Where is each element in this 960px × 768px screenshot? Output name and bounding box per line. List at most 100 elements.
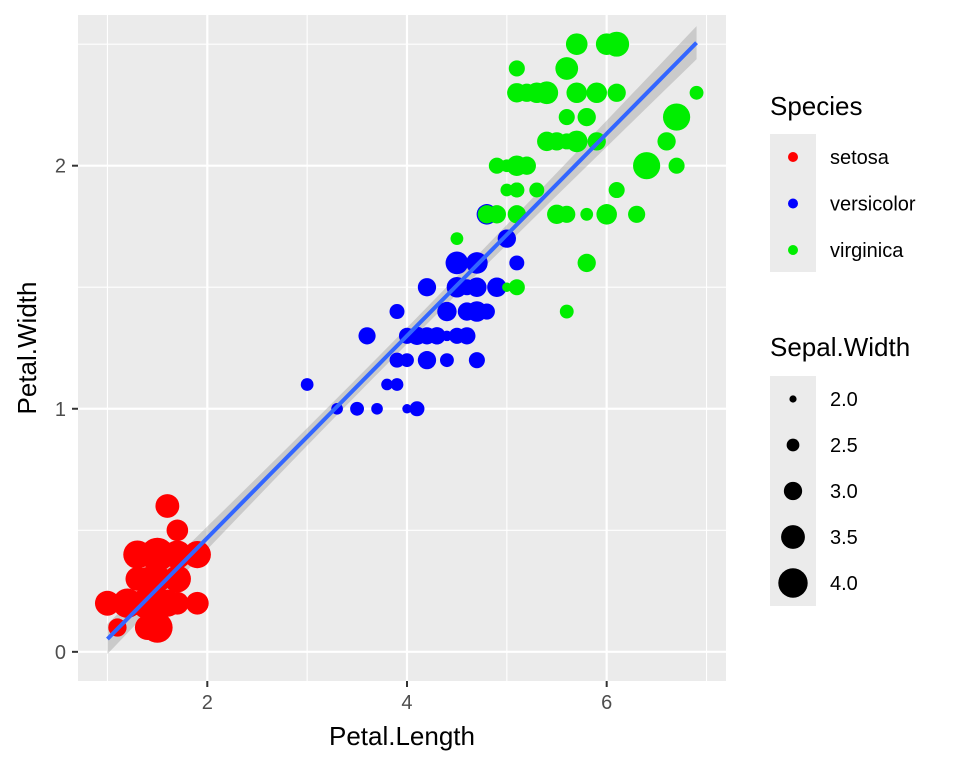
regression-line-layer xyxy=(106,41,698,641)
legend-size-label: 3.5 xyxy=(830,527,858,549)
y-tick-label: 2 xyxy=(55,156,66,178)
data-point-setosa xyxy=(123,540,152,569)
data-point-versicolor xyxy=(390,378,404,391)
legend-size: 2.0 2.5 3.0 3.5 4.0 xyxy=(770,376,858,606)
data-point-versicolor xyxy=(497,229,516,248)
data-point-setosa xyxy=(166,519,189,542)
x-tick-label: 6 xyxy=(601,692,612,714)
data-point-virginica xyxy=(657,132,676,151)
data-point-virginica xyxy=(577,107,596,127)
x-tick-label: 2 xyxy=(202,692,213,714)
data-point-setosa xyxy=(138,569,157,589)
data-point-virginica xyxy=(558,109,575,126)
data-point-virginica xyxy=(633,152,661,180)
data-point-versicolor xyxy=(417,351,437,370)
data-point-setosa xyxy=(185,591,209,615)
data-point-versicolor xyxy=(490,280,504,294)
legend-species-swatch-versicolor xyxy=(788,198,798,209)
data-point-versicolor xyxy=(445,251,469,275)
data-point-virginica xyxy=(477,205,497,224)
y-tick-label: 1 xyxy=(55,399,66,421)
data-point-versicolor xyxy=(440,353,454,368)
x-tick-label: 4 xyxy=(401,692,412,714)
y-axis-title: Petal.Width xyxy=(12,282,42,415)
x-axis-ticks: 2 4 6 xyxy=(202,681,612,714)
data-point-versicolor xyxy=(381,378,393,391)
data-point-setosa xyxy=(136,592,159,615)
legend-species: setosa versicolor virginica xyxy=(770,134,916,272)
data-point-virginica xyxy=(509,182,525,198)
data-point-versicolor xyxy=(468,352,485,369)
data-point-virginica xyxy=(559,304,574,319)
data-point-virginica xyxy=(500,183,514,197)
data-point-versicolor xyxy=(350,401,364,416)
data-point-setosa xyxy=(163,565,191,593)
data-point-virginica xyxy=(596,204,617,225)
regression-line xyxy=(106,41,698,641)
data-point-virginica xyxy=(508,60,525,77)
data-point-virginica xyxy=(547,204,567,225)
y-tick-label: 0 xyxy=(55,642,66,664)
data-point-versicolor xyxy=(428,327,446,345)
legend-size-label: 2.5 xyxy=(830,435,858,457)
data-point-virginica xyxy=(566,82,587,104)
legend-species-label-setosa: setosa xyxy=(830,147,890,169)
legend-size-swatch xyxy=(778,568,808,598)
data-point-versicolor xyxy=(458,327,476,345)
grid-major xyxy=(78,15,726,681)
data-point-setosa xyxy=(134,615,160,641)
data-point-setosa xyxy=(146,543,169,566)
data-point-virginica xyxy=(662,103,691,131)
data-point-setosa xyxy=(183,541,211,569)
legend-species-label-virginica: virginica xyxy=(830,240,904,262)
legend-species-swatch-virginica xyxy=(788,245,798,255)
data-point-virginica xyxy=(517,156,536,175)
data-point-virginica xyxy=(450,232,464,245)
data-point-virginica xyxy=(529,182,545,198)
data-point-versicolor xyxy=(417,278,437,297)
data-point-virginica xyxy=(565,33,588,55)
data-point-versicolor xyxy=(467,277,487,297)
data-point-versicolor xyxy=(389,304,405,320)
legend-species-swatch-setosa xyxy=(788,152,798,162)
data-point-versicolor xyxy=(437,302,457,321)
data-point-versicolor xyxy=(371,402,383,415)
legend-species-title: Species xyxy=(770,91,863,121)
data-point-virginica xyxy=(608,181,625,199)
data-point-virginica xyxy=(668,157,685,174)
legend-size-swatch xyxy=(786,438,800,452)
legend-size-swatch xyxy=(783,481,803,501)
data-point-virginica xyxy=(607,83,626,102)
data-point-virginica xyxy=(517,83,536,102)
data-point-setosa xyxy=(94,590,120,616)
legend-size-swatch xyxy=(789,395,797,403)
data-point-virginica xyxy=(577,253,596,273)
legend-size-swatch xyxy=(781,525,805,549)
data-point-versicolor xyxy=(457,302,477,321)
data-point-virginica xyxy=(488,157,505,174)
data-point-versicolor xyxy=(478,303,495,320)
data-point-virginica xyxy=(535,81,559,105)
points-layer xyxy=(94,31,704,643)
data-point-versicolor xyxy=(509,255,525,271)
data-point-setosa xyxy=(155,494,180,518)
data-point-virginica xyxy=(508,279,525,296)
data-point-virginica xyxy=(604,31,630,57)
data-point-versicolor xyxy=(389,352,405,368)
data-point-virginica xyxy=(557,58,577,79)
data-point-versicolor xyxy=(300,378,314,391)
data-point-virginica xyxy=(628,205,646,223)
data-point-versicolor xyxy=(400,353,414,368)
legend-species-label-versicolor: versicolor xyxy=(830,194,916,216)
y-axis-ticks: 0 1 2 xyxy=(55,156,78,664)
legend-size-title: Sepal.Width xyxy=(770,332,910,362)
data-point-virginica xyxy=(537,131,557,152)
data-point-virginica xyxy=(586,82,607,104)
legend-size-label: 2.0 xyxy=(830,389,858,411)
data-point-versicolor xyxy=(402,404,412,414)
data-point-versicolor xyxy=(358,327,376,345)
data-point-virginica xyxy=(689,85,704,100)
data-point-virginica xyxy=(558,133,575,150)
x-axis-title: Petal.Length xyxy=(329,721,475,751)
data-point-virginica xyxy=(580,207,594,221)
